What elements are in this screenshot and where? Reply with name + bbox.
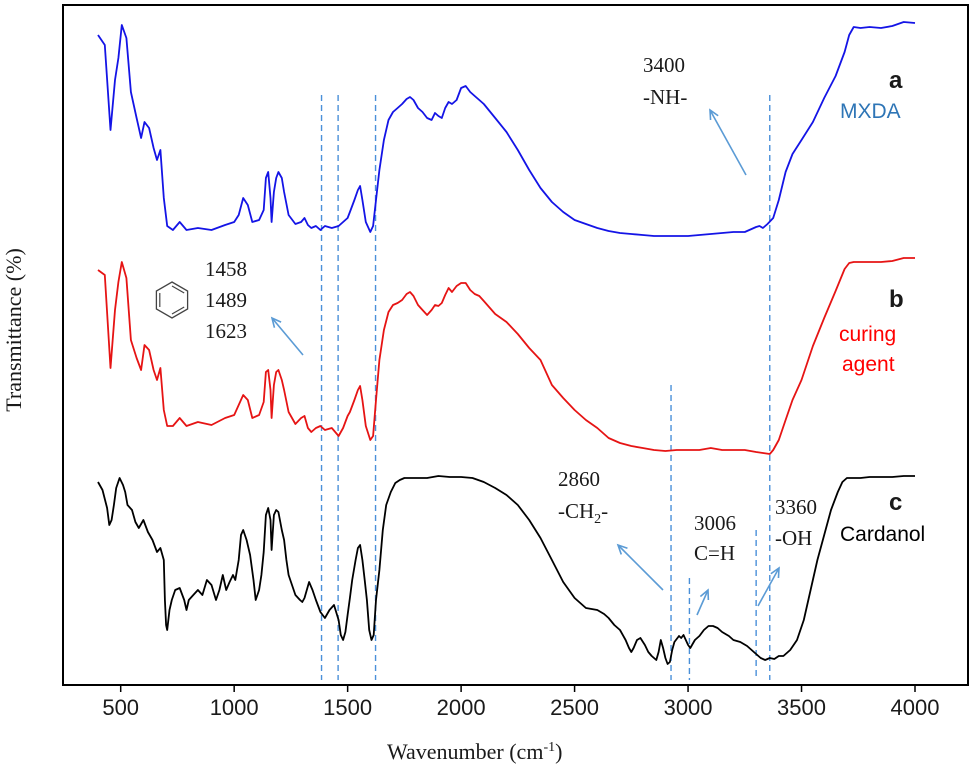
x-tick-label-2000: 2000 [437, 695, 486, 720]
series-name-cardanol: Cardanol [840, 523, 925, 546]
series-line-a [97, 21, 916, 237]
annotation-arrows [270, 108, 780, 616]
annot-oh-value: 3360 [775, 495, 817, 519]
ch2-prefix: -CH [558, 499, 594, 523]
x-tick-label-3500: 3500 [777, 695, 826, 720]
series-name-mxda: MXDA [840, 100, 901, 123]
series-letter-c: c [889, 489, 902, 516]
annot-aromatic-1: 1458 [205, 257, 247, 281]
annot-nh-value: 3400 [643, 53, 685, 77]
series-line-c [97, 475, 915, 665]
series-name-curing-line2: agent [842, 353, 895, 376]
annot-ch-value: 3006 [694, 511, 736, 535]
annotation-arrowhead-3 [699, 588, 710, 601]
series-group [97, 21, 916, 665]
x-axis-title-close: ) [555, 739, 562, 764]
annotation-arrow-3 [696, 589, 709, 616]
x-tick-label-500: 500 [102, 695, 139, 720]
x-tick-label-1000: 1000 [210, 695, 259, 720]
y-axis-title: Transmittance (%) [1, 248, 26, 412]
series-line-b [97, 257, 915, 455]
annotation-arrowhead-0 [709, 108, 719, 121]
benzene-ring-icon [155, 281, 189, 319]
annot-ch2-value: 2860 [558, 467, 600, 491]
ch2-suffix: - [601, 499, 608, 523]
x-tick-label-1500: 1500 [323, 695, 372, 720]
annot-nh-group: -NH- [643, 85, 687, 109]
annot-aromatic-2: 1489 [205, 288, 247, 312]
annotation-arrowhead-1 [270, 316, 282, 328]
series-name-curing-line1: curing [839, 323, 896, 346]
x-tick-label-4000: 4000 [891, 695, 940, 720]
x-axis-ticks: 500 1000 1500 2000 2500 3000 3500 4000 [102, 685, 939, 720]
plot-frame [62, 4, 969, 686]
series-letter-b: b [889, 286, 904, 313]
annotation-arrow-2 [617, 544, 664, 591]
annotation-arrow-0 [709, 109, 747, 176]
annot-oh-group: -OH [775, 526, 812, 550]
x-axis-title-main: Wavenumber (cm [387, 739, 543, 764]
ch2-sub: 2 [594, 512, 601, 527]
annotation-arrowhead-2 [616, 543, 628, 555]
annotation-arrow-4 [757, 567, 780, 607]
x-tick-label-3000: 3000 [664, 695, 713, 720]
annot-ch2-group: -CH2- [558, 499, 608, 527]
x-tick-label-2500: 2500 [550, 695, 599, 720]
x-axis-title: Wavenumber (cm-1) [387, 739, 562, 764]
annotation-arrow-1 [271, 317, 304, 356]
annot-ch-group: C=H [694, 541, 735, 565]
annotation-arrowhead-4 [770, 566, 780, 579]
reference-lines [320, 95, 771, 680]
series-letter-a: a [889, 67, 903, 94]
annot-aromatic-3: 1623 [205, 319, 247, 343]
x-axis-title-sup: -1 [543, 740, 555, 755]
